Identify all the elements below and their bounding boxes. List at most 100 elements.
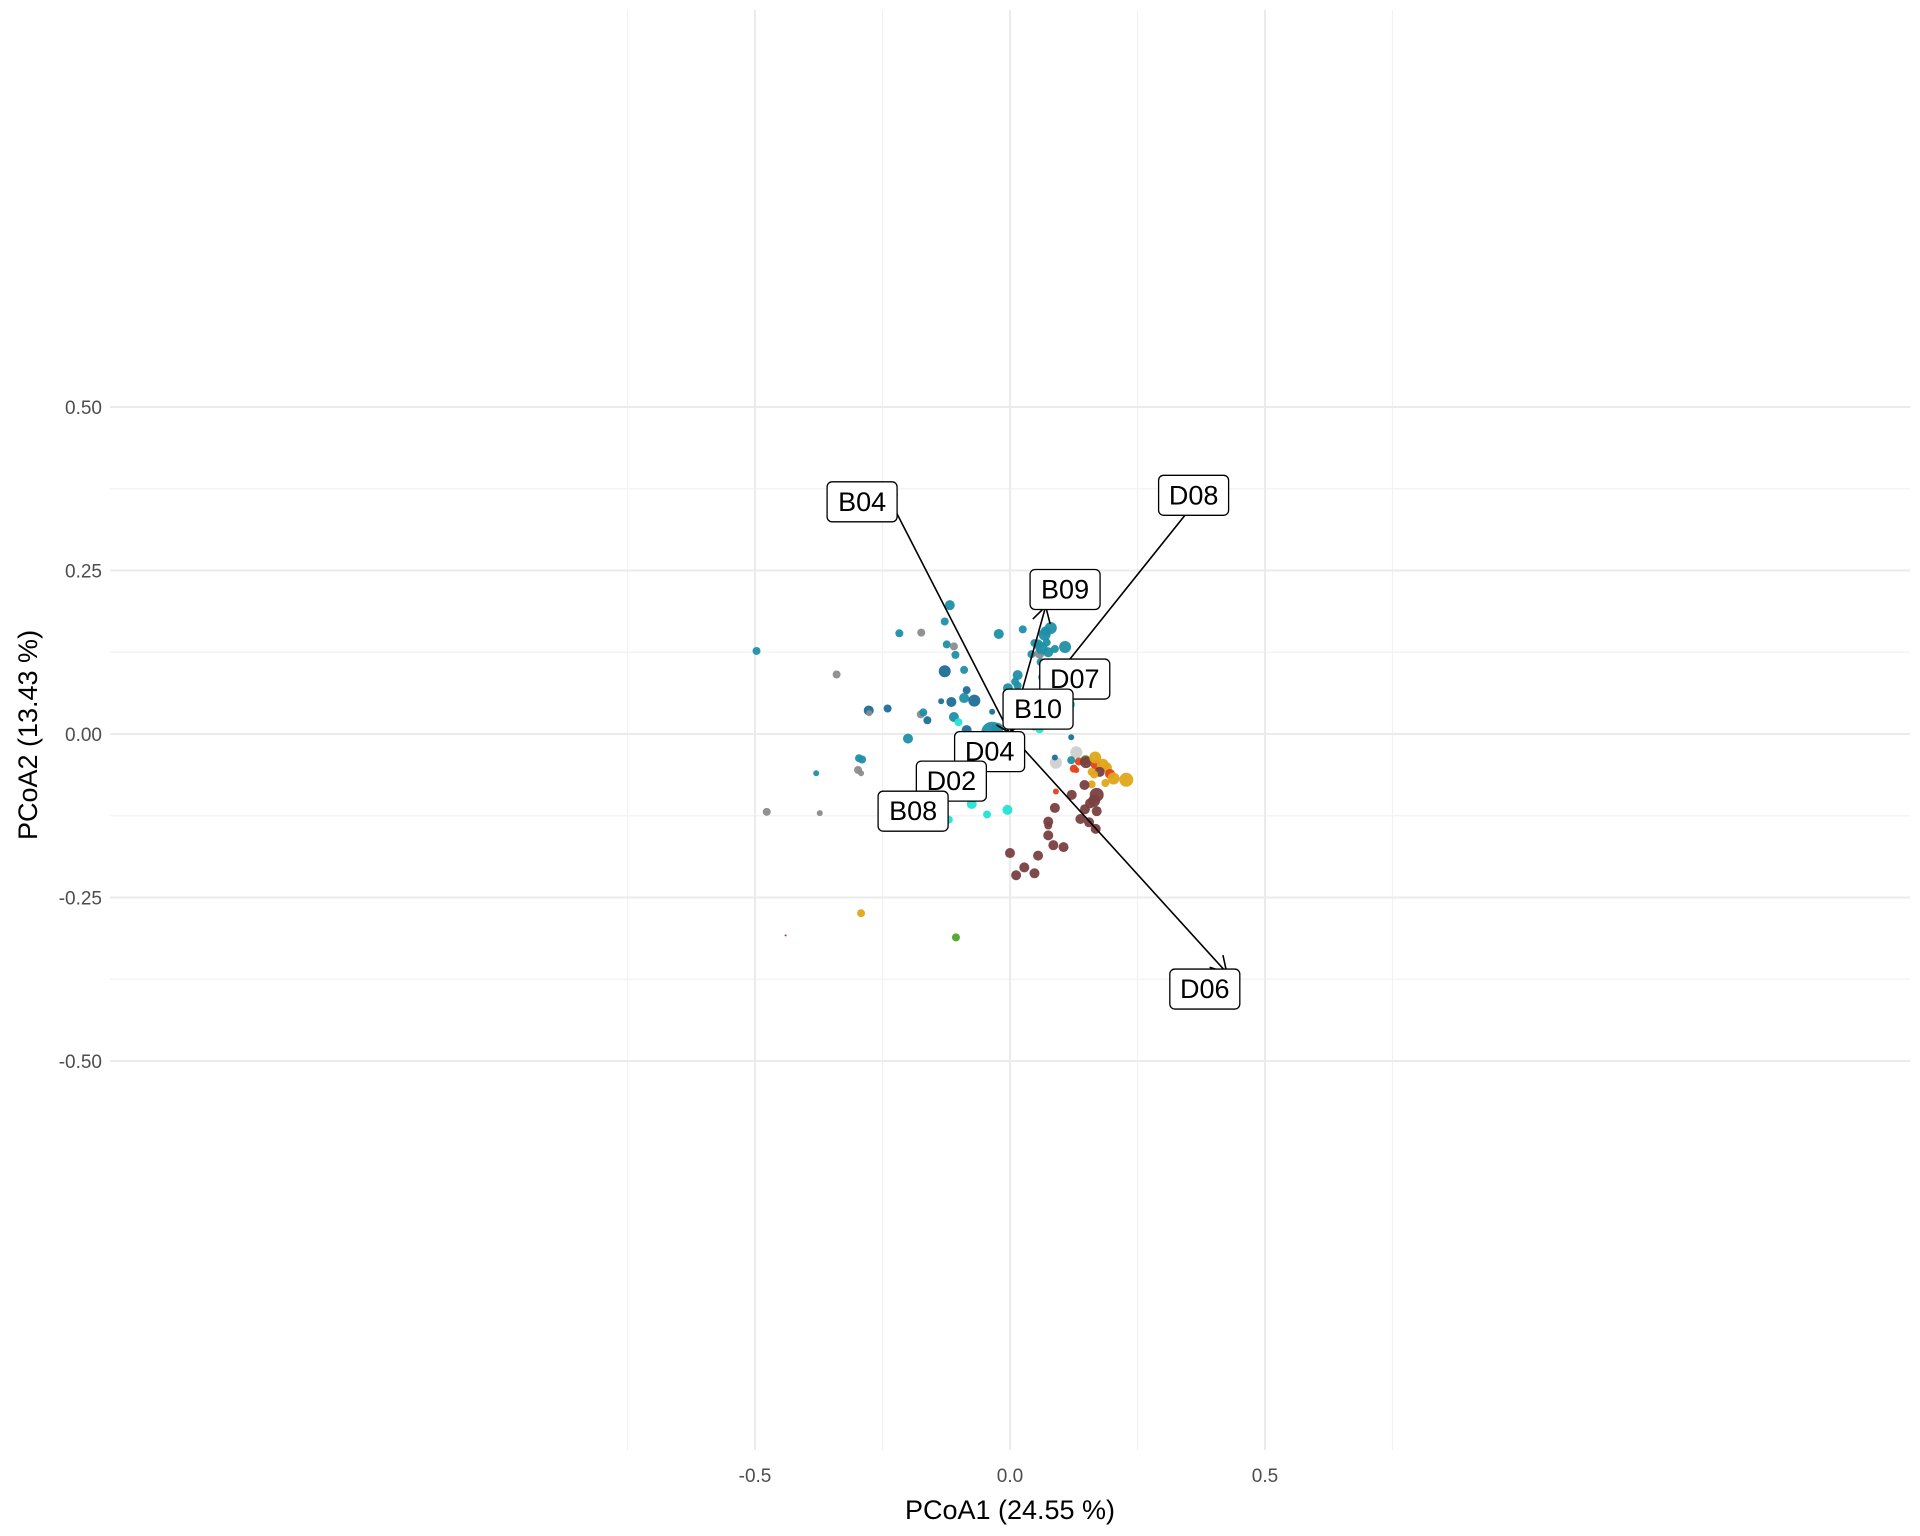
sample-point: [858, 755, 867, 764]
sample-point: [1048, 840, 1059, 851]
sample-point: [1044, 821, 1053, 830]
sample-point: [938, 698, 945, 705]
sample-point: [938, 665, 951, 678]
sample-point: [762, 807, 771, 816]
vector-label-box: [1002, 688, 1074, 730]
sample-point: [962, 686, 971, 695]
sample-point: [917, 628, 926, 637]
sample-point: [832, 670, 841, 679]
sample-point: [959, 693, 970, 704]
sample-point: [919, 708, 928, 717]
sample-point: [1043, 647, 1054, 658]
vector-line: [1009, 733, 1228, 974]
vector-label: B10: [1002, 688, 1074, 730]
y-axis-title: PCoA2 (13.43 %): [13, 630, 43, 840]
y-tick-label: -0.25: [59, 889, 102, 910]
sample-point: [1005, 848, 1015, 859]
sample-point: [1119, 772, 1134, 787]
sample-point: [940, 617, 949, 626]
vector-label-text: B10: [1014, 694, 1062, 724]
vector-label-box: [1157, 474, 1230, 516]
y-tick-label: -0.50: [59, 1052, 102, 1073]
y-axis-tick-labels: 0.50 0.25 0.00 -0.25 -0.50: [59, 398, 102, 1073]
vector-label-box: [1169, 968, 1241, 1010]
sample-point: [1091, 806, 1102, 817]
y-tick-label: 0.25: [65, 562, 102, 583]
sample-point: [813, 770, 820, 777]
sample-point: [989, 708, 996, 715]
vector-label: B09: [1029, 568, 1101, 611]
x-axis-title: PCoA1 (24.55 %): [905, 1495, 1115, 1525]
sample-point: [1058, 842, 1069, 853]
sample-point: [949, 642, 958, 651]
sample-point: [752, 646, 761, 655]
sample-point: [857, 909, 866, 918]
sample-point: [1067, 756, 1076, 765]
sample-point: [942, 640, 951, 649]
x-tick-label: 0.0: [997, 1466, 1023, 1487]
sample-point: [1079, 780, 1090, 791]
sample-point: [784, 934, 787, 937]
vector-line: [881, 485, 1011, 735]
sample-point: [1059, 641, 1072, 654]
sample-point: [983, 810, 992, 819]
sample-point: [951, 650, 960, 659]
vector-label: D08: [1157, 474, 1230, 516]
sample-point: [866, 710, 873, 717]
sample-point: [1075, 814, 1086, 825]
sample-point: [1050, 644, 1059, 653]
vector-label-text: B04: [838, 487, 886, 517]
sample-point: [1068, 734, 1075, 741]
sample-point: [1066, 789, 1077, 800]
sample-point: [1089, 751, 1102, 764]
vector-label-box: [877, 790, 949, 832]
sample-point: [1043, 830, 1054, 841]
sample-point: [1011, 870, 1022, 881]
sample-point: [858, 770, 865, 777]
vector-label-box: [826, 481, 898, 523]
vector-label-box: [1029, 568, 1101, 611]
sample-point: [1070, 746, 1083, 759]
sample-point: [960, 665, 969, 674]
sample-point: [1090, 770, 1099, 779]
sample-point: [1019, 862, 1030, 873]
sample-point: [946, 696, 957, 707]
sample-point: [1012, 670, 1023, 681]
sample-point: [1018, 625, 1027, 634]
sample-point: [1107, 772, 1120, 785]
vector-label: D06: [1169, 968, 1241, 1010]
sample-point: [1002, 804, 1013, 815]
vector-label-text: B09: [1041, 574, 1089, 604]
sample-point: [1073, 766, 1080, 773]
x-tick-label: -0.5: [739, 1466, 772, 1487]
y-tick-label: 0.00: [65, 725, 102, 746]
sample-point: [1044, 622, 1057, 635]
sample-point: [954, 718, 963, 727]
sample-point: [1042, 638, 1051, 647]
vector-label-text: D06: [1180, 974, 1230, 1004]
vector-label: B08: [877, 790, 949, 832]
vector-label: B04: [826, 481, 898, 523]
sample-point: [1049, 802, 1060, 813]
sample-point: [816, 810, 823, 817]
sample-point: [1079, 756, 1092, 769]
x-tick-label: 0.5: [1252, 1466, 1278, 1487]
sample-point: [1052, 788, 1059, 795]
sample-point: [1051, 754, 1058, 761]
sample-point: [903, 733, 913, 744]
sample-point: [951, 933, 960, 942]
sample-point: [968, 694, 981, 707]
sample-point: [944, 600, 955, 611]
sample-point: [1033, 850, 1044, 861]
sample-point: [993, 628, 1004, 639]
sample-point: [1029, 868, 1040, 879]
sample-point: [1101, 779, 1110, 788]
vector-label-text: D08: [1169, 480, 1219, 510]
sample-point: [923, 716, 932, 725]
y-tick-label: 0.50: [65, 398, 102, 419]
sample-point: [895, 629, 904, 638]
sample-point: [883, 704, 892, 713]
sample-point: [1079, 804, 1090, 815]
